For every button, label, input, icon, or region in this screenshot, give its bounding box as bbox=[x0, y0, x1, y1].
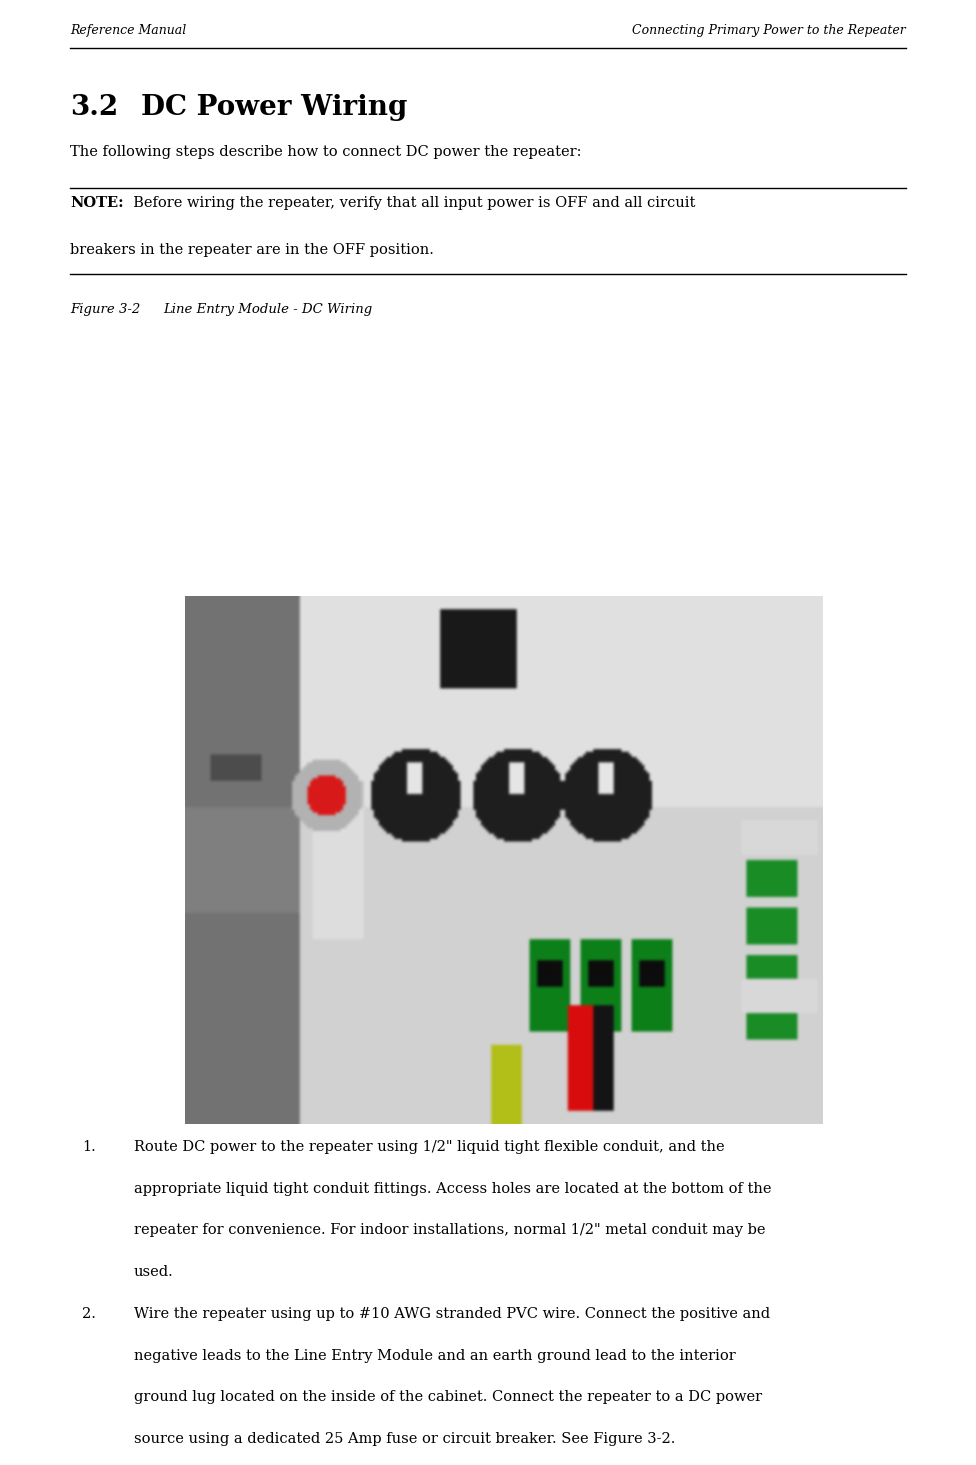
Text: used.: used. bbox=[134, 1264, 174, 1279]
Text: Route DC power to the repeater using 1/2" liquid tight flexible conduit, and the: Route DC power to the repeater using 1/2… bbox=[134, 1140, 724, 1154]
Text: DC Power Wiring: DC Power Wiring bbox=[141, 94, 407, 120]
Text: repeater for convenience. For indoor installations, normal 1/2" metal conduit ma: repeater for convenience. For indoor ins… bbox=[134, 1223, 765, 1238]
Text: breakers in the repeater are in the OFF position.: breakers in the repeater are in the OFF … bbox=[70, 243, 434, 258]
Text: 2.: 2. bbox=[82, 1307, 96, 1321]
Text: Reference Manual: Reference Manual bbox=[70, 25, 186, 37]
Text: source using a dedicated 25 Amp fuse or circuit breaker. See Figure 3-2.: source using a dedicated 25 Amp fuse or … bbox=[134, 1433, 675, 1446]
Text: NOTE:: NOTE: bbox=[70, 196, 124, 211]
Text: Connecting Primary Power to the Repeater: Connecting Primary Power to the Repeater bbox=[632, 25, 906, 37]
Text: Wire the repeater using up to #10 AWG stranded PVC wire. Connect the positive an: Wire the repeater using up to #10 AWG st… bbox=[134, 1307, 770, 1321]
Text: Figure 3-2: Figure 3-2 bbox=[70, 303, 141, 316]
Text: Line Entry Module - DC Wiring: Line Entry Module - DC Wiring bbox=[163, 303, 372, 316]
Text: appropriate liquid tight conduit fittings. Access holes are located at the botto: appropriate liquid tight conduit fitting… bbox=[134, 1181, 771, 1195]
Text: 1.: 1. bbox=[82, 1140, 96, 1154]
Text: Before wiring the repeater, verify that all input power is OFF and all circuit: Before wiring the repeater, verify that … bbox=[124, 196, 695, 211]
Text: 3.2: 3.2 bbox=[70, 94, 118, 120]
Text: negative leads to the Line Entry Module and an earth ground lead to the interior: negative leads to the Line Entry Module … bbox=[134, 1348, 736, 1362]
Text: The following steps describe how to connect DC power the repeater:: The following steps describe how to conn… bbox=[70, 145, 582, 160]
Text: ground lug located on the inside of the cabinet. Connect the repeater to a DC po: ground lug located on the inside of the … bbox=[134, 1390, 762, 1405]
